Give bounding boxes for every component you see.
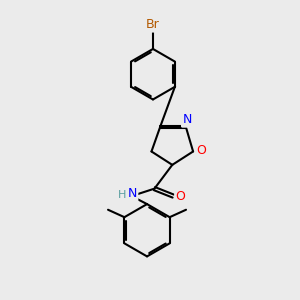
Text: Br: Br	[146, 18, 160, 31]
Text: O: O	[196, 143, 206, 157]
Text: N: N	[182, 113, 192, 126]
Text: N: N	[128, 188, 137, 200]
Text: H: H	[118, 190, 126, 200]
Text: O: O	[176, 190, 186, 202]
